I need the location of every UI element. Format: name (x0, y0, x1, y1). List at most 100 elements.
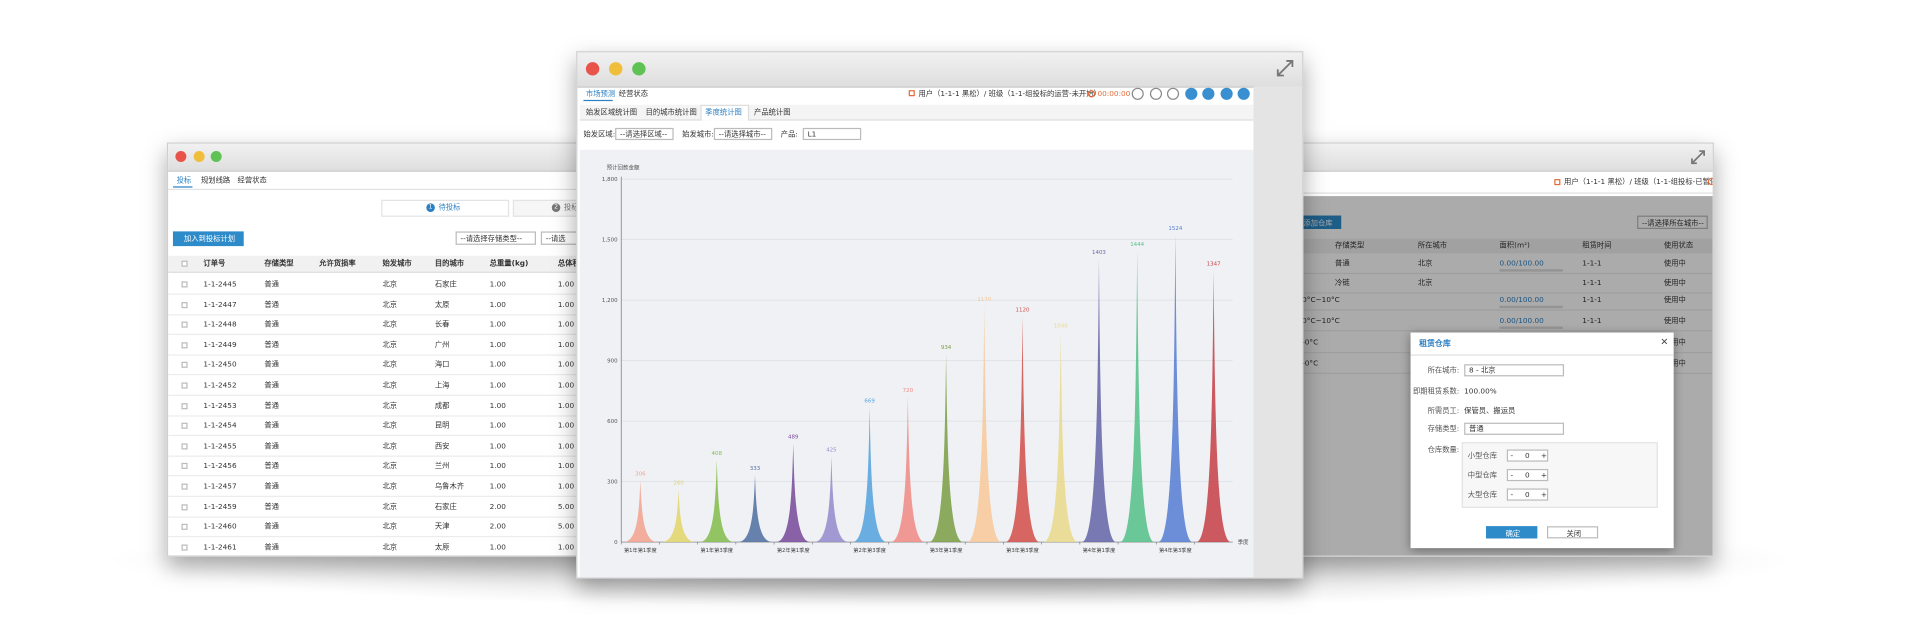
checkbox[interactable] (181, 463, 188, 470)
add-to-plan-button[interactable]: 加入到投标计划 (172, 231, 244, 247)
checkbox[interactable] (181, 342, 188, 349)
checkbox[interactable] (181, 524, 188, 531)
value-label: 1170 (977, 297, 991, 303)
field-label: 存储类型: (1427, 425, 1460, 434)
close-dot[interactable] (175, 151, 187, 163)
toolbar-icon[interactable] (1237, 87, 1250, 100)
toolbar-icon[interactable] (1184, 87, 1197, 100)
spinner-minus[interactable]: - (1510, 471, 1514, 480)
expand-icon[interactable] (1690, 149, 1707, 166)
subtab[interactable]: 产品统计图 (754, 108, 791, 117)
table-cell: 1-1-2449 (203, 340, 237, 350)
modal-title: 租赁仓库 (1419, 338, 1451, 349)
table-cell: 1-1-2461 (203, 543, 237, 552)
tab[interactable]: 投标 (176, 176, 192, 186)
checkbox[interactable] (181, 362, 188, 369)
select-value[interactable]: --请选择存储类型-- (460, 234, 523, 244)
subtab[interactable]: 季度统计图 (705, 108, 742, 117)
zoom-dot[interactable] (632, 62, 646, 76)
toolbar-icon[interactable] (1202, 87, 1215, 100)
checkbox[interactable] (181, 260, 188, 267)
close-button[interactable]: 关闭 (1546, 526, 1599, 539)
spinner-plus[interactable]: + (1540, 490, 1548, 500)
checkbox[interactable] (181, 301, 188, 308)
minimize-dot[interactable] (193, 151, 205, 163)
toolbar-icon[interactable] (1131, 87, 1144, 100)
step-active (381, 199, 510, 217)
tab[interactable]: 市场预测 (585, 90, 616, 99)
table-cell: 1.00 (557, 421, 575, 431)
select[interactable]: 普通 (1464, 422, 1565, 435)
peak-bar (1119, 250, 1155, 543)
table-cell: 1.00 (557, 441, 575, 451)
checkbox[interactable] (181, 281, 188, 288)
table-cell: 1.00 (489, 361, 506, 370)
button-label[interactable]: 确定 (1505, 529, 1521, 538)
select[interactable]: L1 (802, 127, 862, 141)
button-label[interactable]: 添加仓库 (1303, 218, 1333, 228)
checkbox[interactable] (181, 402, 188, 409)
table-cell: 0°C~10°C (1302, 295, 1340, 305)
select[interactable]: --请选择区域-- (615, 127, 674, 141)
spinner-minus[interactable]: - (1510, 490, 1514, 500)
toolbar-icon[interactable] (1219, 87, 1233, 100)
table-cell: 成都 (434, 401, 450, 411)
table-cell: 1.00 (557, 462, 575, 471)
table-cell: 1.00 (489, 381, 506, 390)
button-label[interactable]: 关闭 (1566, 529, 1582, 538)
select[interactable]: --请选择城市-- (713, 127, 773, 141)
table-cell: 北京 (382, 502, 398, 512)
tab[interactable]: 规划线路 (200, 176, 231, 186)
tab[interactable]: 经营状态 (237, 176, 267, 186)
select[interactable]: 8 - 北京 (1464, 364, 1565, 377)
checkbox[interactable] (181, 321, 188, 328)
peak-bar (814, 456, 849, 543)
close-dot[interactable] (585, 62, 600, 76)
select-value[interactable]: L1 (807, 130, 817, 139)
expand-icon[interactable] (1275, 58, 1294, 77)
subtab[interactable]: 始发区域统计图 (585, 108, 638, 117)
tab-underline (583, 99, 613, 102)
modal-close[interactable]: × (1660, 336, 1669, 348)
select-value[interactable]: 8 - 北京 (1469, 366, 1496, 376)
toolbar-icon[interactable] (1149, 87, 1162, 100)
spinner-minus[interactable]: - (1510, 451, 1514, 461)
checkbox[interactable] (181, 483, 188, 490)
value-label: 1403 (1092, 250, 1106, 256)
button-label[interactable]: 加入到投标计划 (183, 235, 236, 244)
spinner-plus[interactable]: + (1540, 471, 1548, 480)
checkbox[interactable] (181, 544, 188, 551)
select-value[interactable]: --请选择城市-- (718, 130, 766, 139)
minimize-dot[interactable] (609, 62, 623, 76)
add-warehouse-button[interactable]: 添加仓库 (1292, 215, 1342, 230)
column-header: 使用状态 (1663, 241, 1694, 250)
select-value[interactable]: --请选择区域-- (620, 130, 668, 139)
select-value[interactable]: --请选 (545, 234, 566, 244)
window-left: 投标 规划线路 经营状态 1 待投标 2 投标 加入到投标计划 --请选择存储类型-- --请选订… (166, 142, 608, 557)
checkbox[interactable] (181, 382, 188, 389)
confirm-button[interactable]: 确定 (1486, 526, 1538, 539)
spinner-plus[interactable]: + (1540, 451, 1548, 461)
checkbox[interactable] (181, 503, 188, 510)
column-header: 面积(m²) (1499, 241, 1530, 250)
select[interactable]: --请选择所在城市-- (1637, 215, 1708, 230)
checkbox[interactable] (181, 422, 188, 429)
select[interactable]: --请选择存储类型-- (455, 231, 536, 245)
table-cell: 昆明 (434, 421, 450, 431)
checkbox[interactable] (181, 443, 188, 450)
select-value[interactable]: 普通 (1469, 425, 1484, 434)
zoom-dot[interactable] (210, 151, 222, 163)
table-cell: 0°C~10°C (1302, 316, 1340, 326)
table-cell: 太原 (434, 300, 450, 309)
toolbar-icon[interactable] (1166, 87, 1180, 100)
table-cell: 海口 (434, 361, 450, 370)
timer: 00:00:00 (1097, 90, 1131, 99)
select-value[interactable]: --请选择所在城市-- (1641, 218, 1704, 228)
row-divider (168, 515, 607, 518)
table-cell: 普通 (264, 441, 279, 451)
tab[interactable]: 经营状态 (618, 90, 649, 99)
subtab[interactable]: 目的城市统计图 (645, 108, 697, 117)
calendar-icon (908, 90, 915, 97)
peak-bar (737, 474, 773, 543)
table-cell: 普通 (264, 381, 279, 390)
